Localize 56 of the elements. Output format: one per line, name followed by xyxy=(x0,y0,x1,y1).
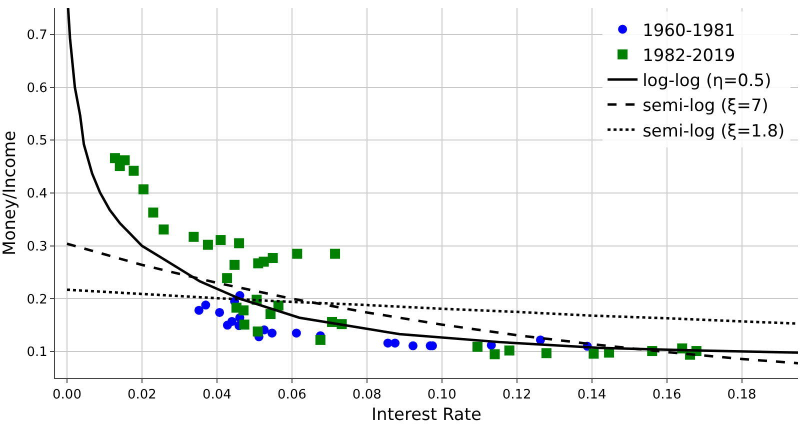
point xyxy=(472,342,482,352)
x-tick-label: 0.18 xyxy=(727,388,756,403)
point xyxy=(194,306,204,315)
point xyxy=(390,338,400,348)
x-tick-label: 0.08 xyxy=(352,388,382,403)
y-tick-label: 0.3 xyxy=(26,239,48,254)
point xyxy=(268,328,277,338)
x-tick-label: 0.02 xyxy=(127,388,156,403)
point xyxy=(188,232,199,242)
y-tick-label: 0.2 xyxy=(26,292,48,308)
x-tick-label: 0.04 xyxy=(202,388,232,403)
point xyxy=(490,349,500,360)
y-axis-title: Money/Income xyxy=(0,130,20,256)
point xyxy=(258,256,269,267)
legend-label: semi-log (ξ=7) xyxy=(642,96,768,116)
x-tick-label: 0.14 xyxy=(577,388,606,403)
point xyxy=(202,240,213,250)
x-tick-label: 0.16 xyxy=(652,388,682,403)
point xyxy=(201,300,210,310)
y-tick-label: 0.4 xyxy=(26,186,48,202)
point xyxy=(292,248,302,259)
point xyxy=(541,348,552,358)
point xyxy=(588,348,599,359)
point xyxy=(215,308,224,317)
point xyxy=(252,326,263,336)
legend-label: 1960-1981 xyxy=(642,20,736,41)
point xyxy=(158,224,169,234)
point xyxy=(230,260,240,270)
x-tick-label: 0.06 xyxy=(277,388,306,403)
point xyxy=(266,309,276,320)
point xyxy=(239,320,250,330)
point xyxy=(292,328,301,338)
point xyxy=(234,238,244,248)
point xyxy=(128,166,139,176)
point xyxy=(315,334,326,345)
point xyxy=(238,305,249,316)
x-axis-title: Interest Rate xyxy=(372,405,482,425)
point xyxy=(268,253,278,264)
point xyxy=(138,184,148,194)
y-tick-label: 0.7 xyxy=(26,28,48,43)
y-tick-label: 0.6 xyxy=(26,80,48,96)
legend-label: log-log (η=0.5) xyxy=(642,71,772,92)
y-tick-label: 0.5 xyxy=(26,134,48,149)
point xyxy=(504,346,514,356)
point xyxy=(222,273,232,284)
point xyxy=(227,316,236,326)
x-tick-label: 0.10 xyxy=(427,388,456,403)
x-tick-label: 0.00 xyxy=(52,388,82,403)
x-tick-label: 0.12 xyxy=(502,388,532,403)
point xyxy=(216,235,226,246)
legend-label: semi-log (ξ=1.8) xyxy=(642,121,785,142)
y-tick-label: 0.1 xyxy=(26,345,48,360)
point xyxy=(408,341,418,350)
point xyxy=(148,208,158,218)
legend-label: 1982-2019 xyxy=(642,46,736,66)
point xyxy=(330,248,340,259)
